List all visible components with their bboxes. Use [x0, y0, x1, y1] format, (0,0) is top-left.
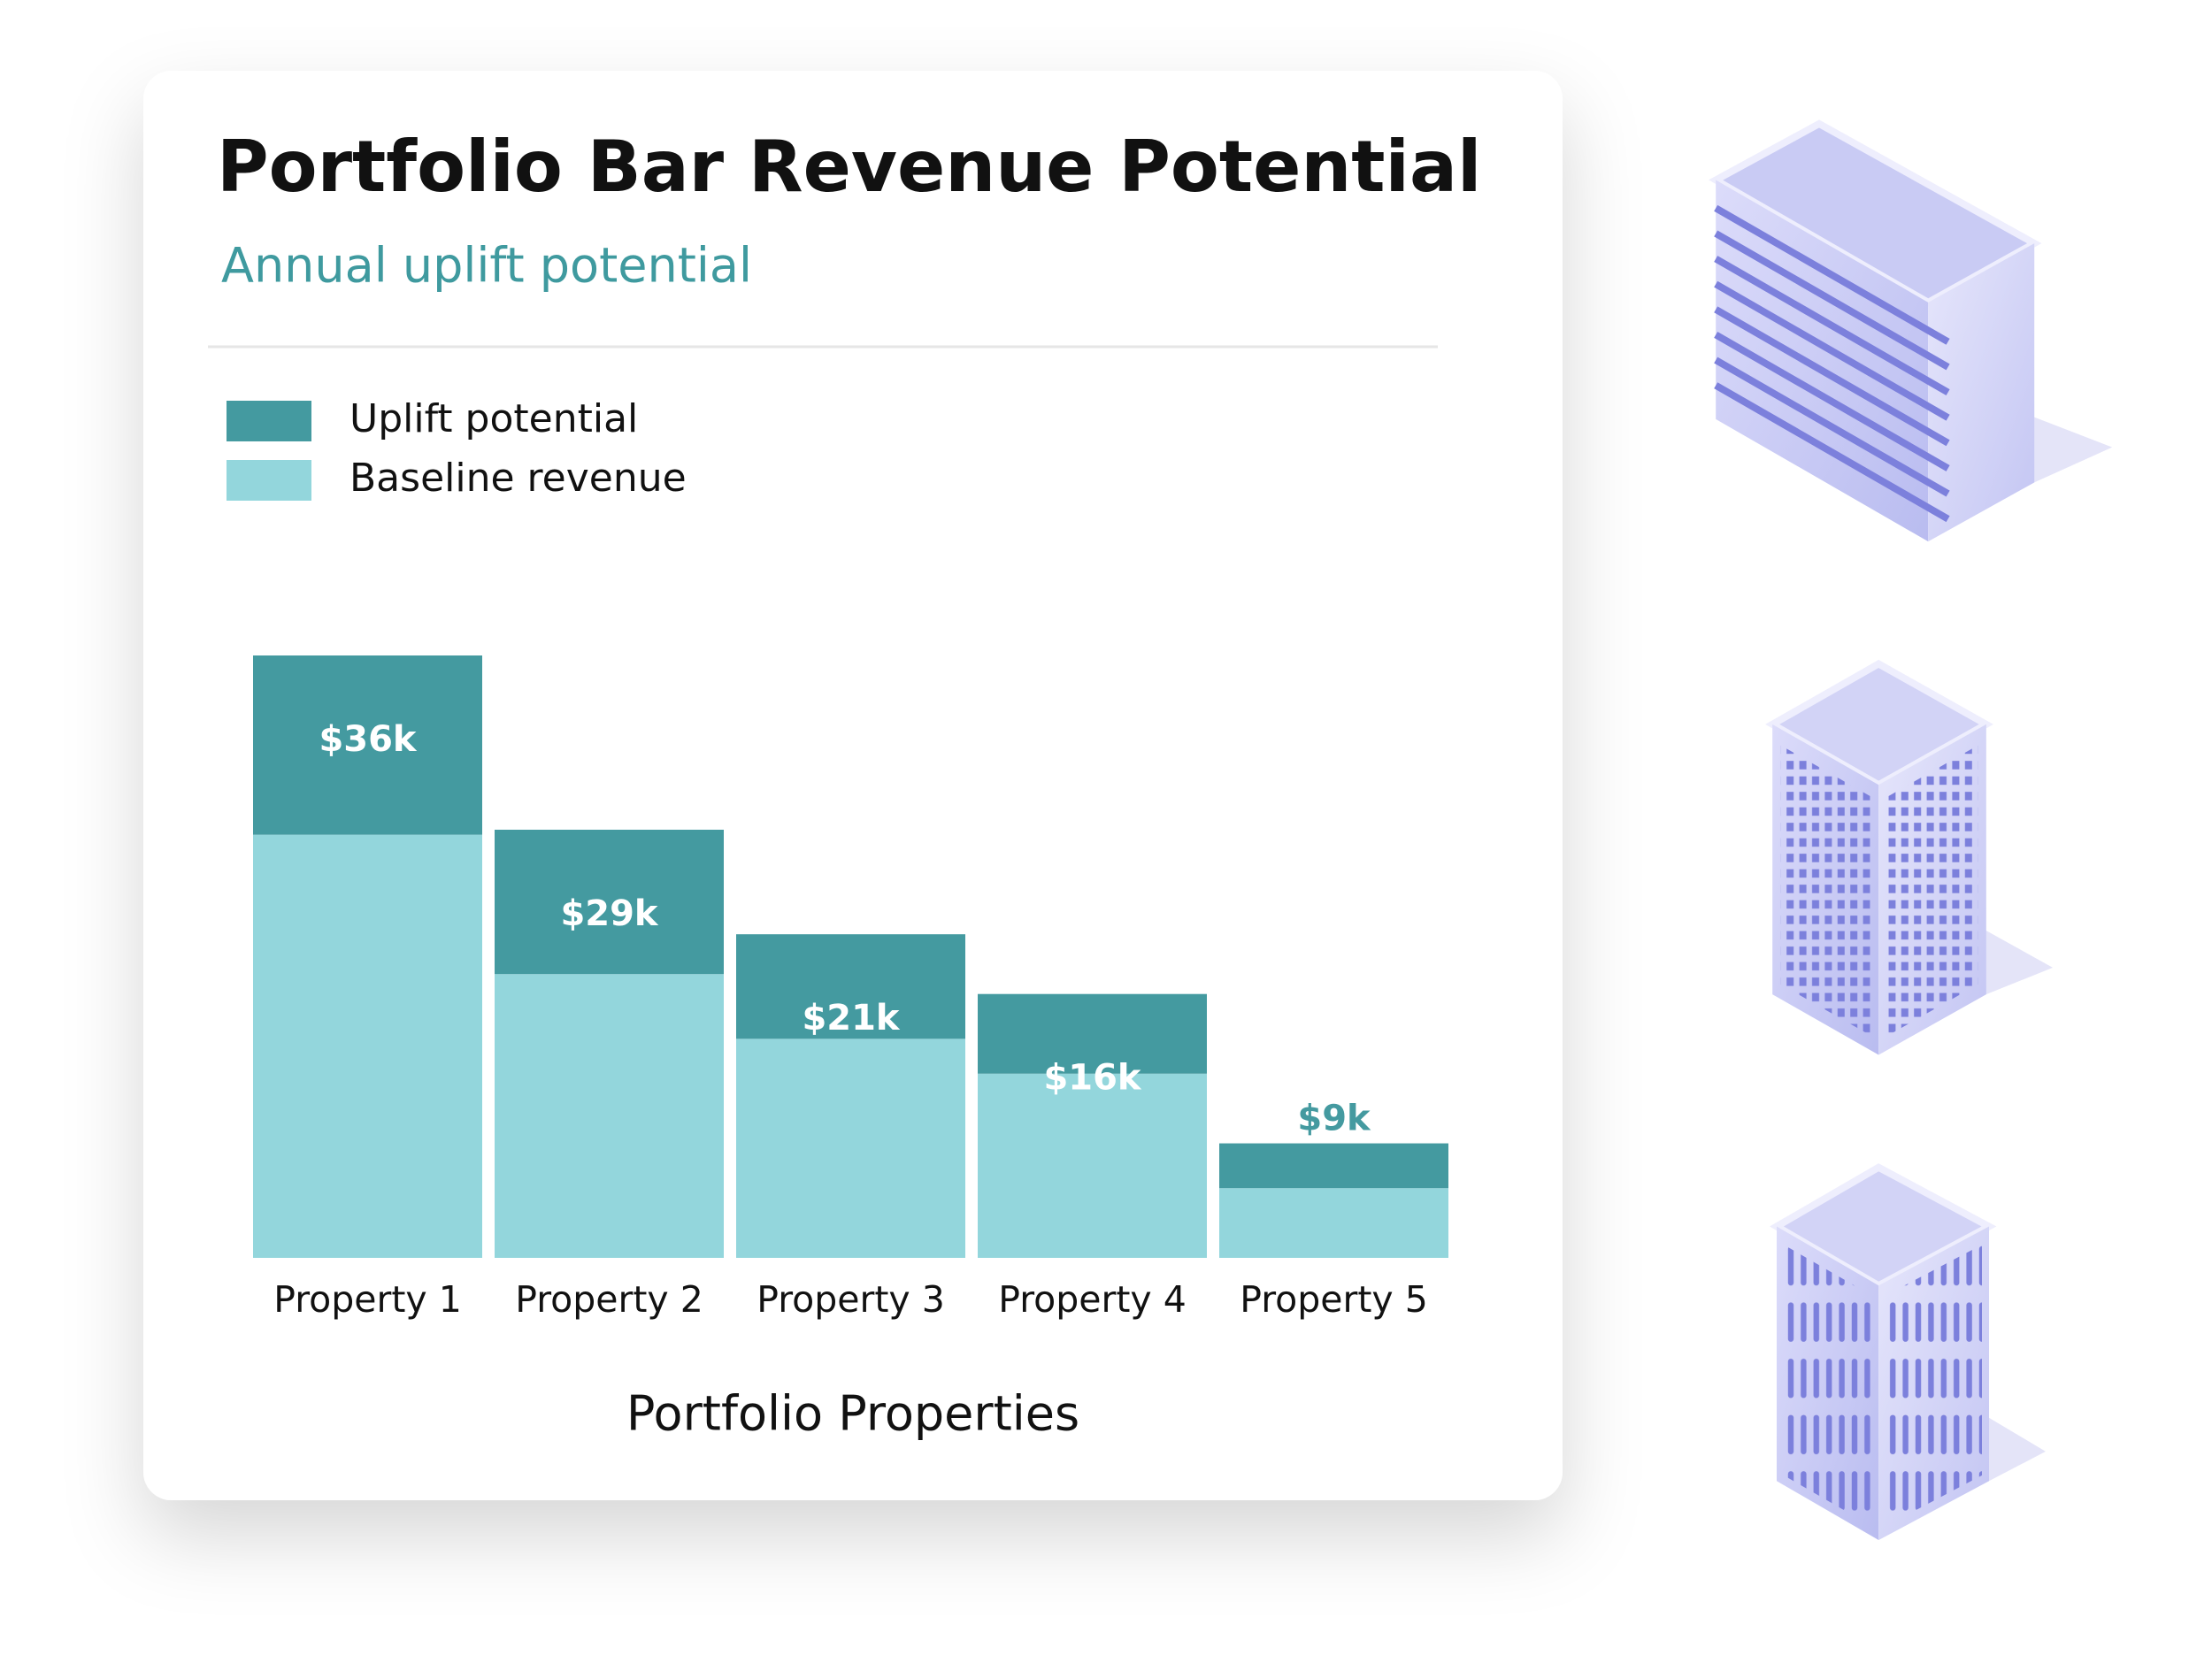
bar-segment — [495, 974, 724, 1258]
x-tick-label: Property 4 — [998, 1278, 1187, 1321]
bar-segment — [253, 655, 482, 835]
data-label: $16k — [1043, 1058, 1141, 1099]
legend-swatch — [227, 401, 311, 441]
bar-segment — [1219, 1188, 1448, 1258]
building — [1765, 659, 2053, 1055]
x-tick-label: Property 3 — [757, 1278, 945, 1321]
legend-swatch — [227, 460, 311, 501]
chart-title: Portfolio Bar Revenue Potential — [217, 126, 1481, 208]
bar-segment — [736, 934, 965, 1039]
bar-segment — [736, 1038, 965, 1258]
legend-label: Baseline revenue — [349, 456, 687, 501]
x-tick-label: Property 2 — [515, 1278, 703, 1321]
bar-segment — [253, 834, 482, 1258]
bar-segment — [978, 993, 1207, 1074]
x-tick-label: Property 1 — [273, 1278, 462, 1321]
data-label: $21k — [802, 998, 900, 1038]
x-axis-title: Portfolio Properties — [626, 1386, 1079, 1442]
data-label: $29k — [560, 893, 658, 934]
bar-segment — [1219, 1143, 1448, 1189]
data-label: $9k — [1297, 1099, 1371, 1139]
x-tick-label: Property 5 — [1240, 1278, 1428, 1321]
bar-segment — [978, 1073, 1207, 1258]
legend-label: Uplift potential — [349, 396, 638, 441]
building — [1770, 1163, 2046, 1541]
bar-segment — [495, 829, 724, 975]
building — [1709, 119, 2113, 542]
data-label: $36k — [319, 719, 417, 760]
chart-subtitle: Annual uplift potential — [221, 238, 752, 294]
building-illustrations — [1709, 119, 2113, 1541]
